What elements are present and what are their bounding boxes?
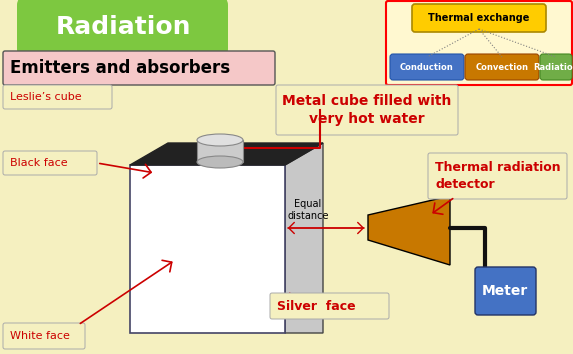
FancyBboxPatch shape [390, 54, 464, 80]
Text: Convection: Convection [476, 63, 528, 72]
Text: Radiation: Radiation [533, 63, 573, 72]
Polygon shape [285, 143, 323, 333]
FancyBboxPatch shape [428, 153, 567, 199]
Text: Metal cube filled with
very hot water: Metal cube filled with very hot water [282, 94, 452, 126]
Text: Radiation: Radiation [55, 15, 191, 39]
FancyBboxPatch shape [3, 85, 112, 109]
Ellipse shape [197, 156, 243, 168]
Text: White face: White face [10, 331, 70, 341]
Polygon shape [368, 196, 450, 265]
FancyBboxPatch shape [3, 51, 275, 85]
Ellipse shape [197, 134, 243, 146]
FancyBboxPatch shape [465, 54, 539, 80]
FancyBboxPatch shape [475, 267, 536, 315]
Text: Meter: Meter [482, 284, 528, 298]
FancyBboxPatch shape [412, 4, 546, 32]
FancyBboxPatch shape [17, 0, 228, 57]
FancyBboxPatch shape [386, 1, 572, 85]
FancyBboxPatch shape [270, 293, 389, 319]
Text: Emitters and absorbers: Emitters and absorbers [10, 59, 230, 77]
Text: Thermal radiation
detector: Thermal radiation detector [435, 161, 560, 191]
Text: Silver  face: Silver face [277, 299, 356, 313]
Polygon shape [197, 140, 243, 162]
FancyBboxPatch shape [276, 85, 458, 135]
Text: Thermal exchange: Thermal exchange [428, 13, 529, 23]
Polygon shape [130, 165, 285, 333]
Text: Conduction: Conduction [400, 63, 454, 72]
Text: Black face: Black face [10, 158, 68, 168]
Text: Leslie’s cube: Leslie’s cube [10, 92, 81, 102]
FancyBboxPatch shape [3, 151, 97, 175]
Polygon shape [130, 143, 323, 165]
Text: Equal
distance: Equal distance [287, 199, 329, 221]
FancyBboxPatch shape [3, 323, 85, 349]
FancyBboxPatch shape [540, 54, 572, 80]
